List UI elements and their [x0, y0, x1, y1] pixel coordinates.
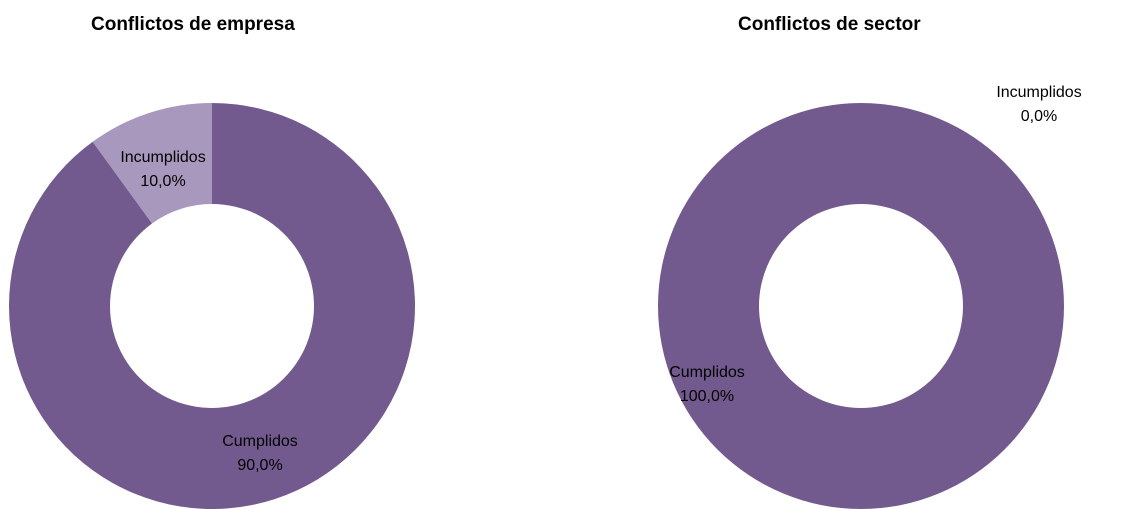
data-label-cumplidos: Cumplidos 90,0% — [222, 433, 298, 474]
data-label-category: Cumplidos — [222, 433, 298, 450]
data-label-incumplidos: Incumplidos 0,0% — [996, 84, 1081, 125]
data-label-value: 100,0% — [680, 388, 734, 405]
data-label-category: Incumplidos — [120, 149, 205, 166]
data-label-category: Incumplidos — [996, 84, 1081, 101]
donut-chart: Cumplidos 100,0% Incumplidos 0,0% — [658, 84, 1082, 509]
donut-chart: Cumplidos 90,0% Incumplidos 10,0% — [8, 103, 416, 509]
chart-title: Conflictos de empresa — [91, 14, 295, 35]
data-label-cumplidos: Cumplidos 100,0% — [669, 364, 745, 405]
data-label-category: Cumplidos — [669, 364, 745, 381]
data-label-value: 10,0% — [140, 173, 185, 190]
slice-cumplidos — [658, 103, 1064, 509]
chart-sector: Conflictos de sector Cumplidos 100,0% Incu… — [645, 0, 1127, 509]
chart-title: Conflictos de sector — [738, 14, 921, 35]
data-label-incumplidos: Incumplidos 10,0% — [120, 149, 205, 190]
chart-empresa: Conflictos de empresa Cumplidos 90,0% Incu… — [0, 0, 430, 509]
slice-incumplidos — [92, 103, 212, 224]
data-label-value: 90,0% — [237, 457, 282, 474]
slice-cumplidos — [8, 103, 416, 509]
data-label-value: 0,0% — [1021, 108, 1057, 125]
